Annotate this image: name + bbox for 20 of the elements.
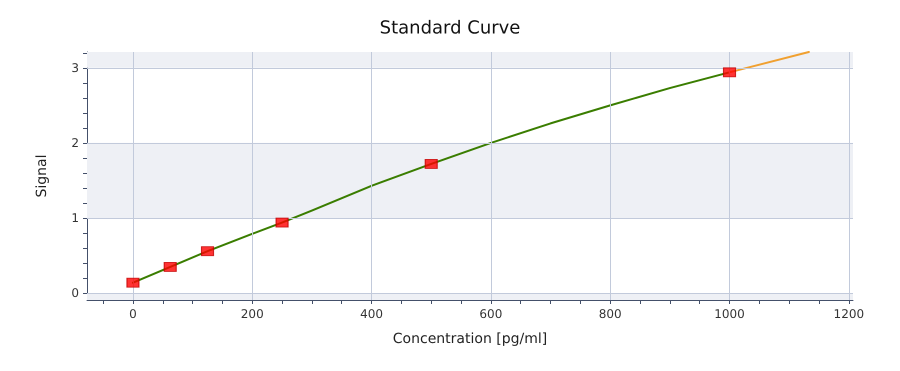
chart-title: Standard Curve	[380, 18, 520, 38]
point	[164, 262, 177, 272]
point	[126, 278, 140, 288]
point	[723, 67, 736, 78]
x-tick-label: 1000	[714, 307, 745, 321]
x-tick-label: 200	[240, 307, 264, 321]
x-tick-label: 800	[598, 307, 622, 321]
point	[424, 158, 438, 169]
y-tick-label: 1	[71, 211, 79, 226]
point	[276, 218, 289, 228]
x-tick-label: 400	[360, 307, 384, 321]
x-axis-title: Concentration [pg/ml]	[392, 331, 548, 347]
y-tick-label: 3	[71, 60, 79, 75]
x-tick-label: 0	[129, 307, 137, 321]
y-tick-label: 2	[71, 136, 79, 150]
y-tick-label: 0	[71, 286, 79, 300]
x-tick-label: 600	[479, 307, 502, 321]
x-tick-label: 1200	[834, 307, 864, 321]
y-axis-title: Signal	[34, 154, 50, 198]
point	[201, 246, 214, 256]
